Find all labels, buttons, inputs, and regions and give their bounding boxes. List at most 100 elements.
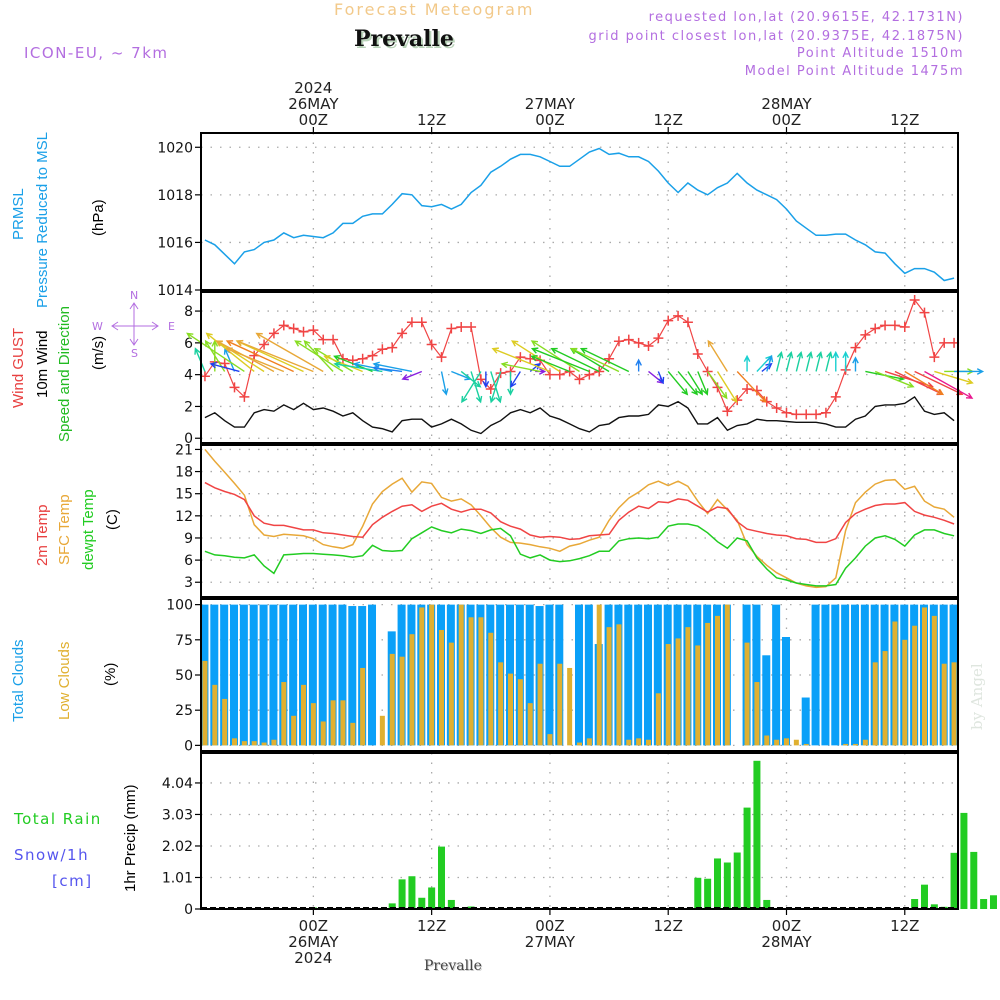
wind-vector	[461, 371, 482, 404]
y-tick-label: 1016	[157, 235, 193, 251]
total-cloud-bar	[259, 604, 268, 746]
y-tick-label: 6	[184, 336, 193, 352]
rain-bar	[418, 897, 426, 909]
time-label: 27MAY	[525, 95, 576, 113]
rain-bar	[989, 895, 997, 909]
total-cloud-bar	[368, 604, 377, 746]
rain-bar	[733, 852, 741, 909]
gust-marker	[515, 352, 526, 363]
wind-vector	[766, 354, 774, 372]
y-tick-label: 100	[166, 598, 193, 614]
low-cloud-bar	[517, 679, 523, 746]
rain-bar	[388, 903, 396, 909]
low-cloud-bar	[281, 682, 287, 746]
gridpoint-coords: grid point closest lon,lat (20.9375E, 42…	[588, 29, 964, 44]
low-cloud-bar	[705, 622, 711, 746]
total-cloud-bar	[624, 604, 633, 746]
low-cloud-bar	[310, 703, 316, 746]
gust-marker	[880, 320, 891, 331]
total-cloud-bar	[328, 604, 337, 746]
chart-title: Forecast Meteogram	[334, 0, 535, 19]
low-cloud-bar	[379, 715, 385, 746]
compass-s: S	[131, 347, 138, 360]
wind-vector	[491, 347, 551, 373]
gust-marker	[357, 353, 368, 364]
rain-bar	[694, 877, 702, 909]
gust-marker	[406, 317, 417, 328]
total-cloud-bar	[515, 604, 524, 746]
pressure-line	[204, 147, 955, 282]
wind-vector	[677, 371, 699, 396]
rain-label: Total Rain	[14, 810, 102, 828]
time-label: 12Z	[890, 111, 919, 129]
time-label: 27MAY	[525, 933, 576, 951]
rain-bar	[763, 899, 771, 909]
time-label: 12Z	[417, 111, 446, 129]
wind-vector	[530, 347, 590, 373]
low-cloud-bar	[567, 667, 573, 746]
footer-location: Prevalle	[424, 958, 482, 974]
low-cloud-bar	[685, 627, 691, 746]
wind-vector	[805, 350, 813, 372]
gust-marker	[485, 383, 496, 394]
gust-marker	[653, 333, 664, 344]
time-label: 2024	[294, 79, 332, 97]
gust-marker	[446, 323, 457, 334]
time-label: 26MAY	[288, 95, 339, 113]
gust-marker	[811, 409, 822, 420]
rain-bar	[911, 899, 919, 909]
low-cloud-bar	[803, 743, 809, 746]
gust-marker	[416, 317, 427, 328]
y-tick-label: 2	[184, 399, 193, 415]
gust-marker	[643, 341, 654, 352]
low-cloud-bar	[251, 741, 257, 746]
total-cloud-bar	[338, 604, 347, 746]
y-tick-label: 6	[184, 553, 193, 569]
y-tick-label: 2.02	[162, 839, 193, 855]
time-label: 12Z	[890, 917, 919, 935]
time-label: 28MAY	[761, 95, 812, 113]
total-cloud-bar	[860, 604, 869, 746]
time-label: 12Z	[654, 111, 683, 129]
low-cloud-bar	[409, 634, 415, 746]
wind-vector	[470, 371, 483, 404]
total-cloud-bar	[831, 604, 840, 746]
y-tick-label: 1014	[157, 283, 193, 299]
wind-vector	[852, 356, 859, 372]
low-cloud-bar	[360, 667, 366, 746]
y-tick-label: 18	[175, 465, 193, 481]
low-cloud-bar	[606, 627, 612, 746]
rain-bar	[428, 887, 436, 909]
wind-vector	[707, 371, 728, 400]
total-cloud-bar	[781, 637, 790, 746]
low-cloud-bar	[557, 663, 563, 746]
wind-vector	[570, 347, 620, 373]
gust-marker	[919, 307, 930, 318]
total-cloud-bar	[249, 604, 258, 746]
low-cloud-bar	[931, 615, 937, 746]
rain-bar	[980, 899, 988, 909]
total-cloud-bar	[210, 604, 219, 746]
wind-vector	[775, 350, 784, 372]
total-cloud-bar	[299, 604, 308, 746]
wind-vector	[761, 362, 773, 373]
snow-label: Snow/1h	[14, 846, 90, 864]
wind-vector	[401, 370, 423, 381]
low-cloud-bar	[882, 651, 888, 746]
total-cloud-bar	[269, 604, 278, 746]
compass-n: N	[130, 289, 138, 302]
y-tick-label: 4.04	[162, 776, 193, 792]
gust-marker	[387, 342, 398, 353]
wind-vector	[451, 370, 472, 381]
low-cloud-bar	[941, 663, 947, 746]
wind-vector	[579, 347, 630, 373]
low-cloud-bar	[488, 632, 494, 746]
rain-bar	[920, 884, 928, 909]
y-tick-label: 9	[184, 531, 193, 547]
low-cloud-bar	[389, 653, 395, 746]
total-cloud-bar	[841, 604, 850, 746]
wind-vector	[510, 371, 521, 388]
rain-bar	[950, 852, 958, 909]
low-cloud-bar	[301, 684, 307, 746]
total-cloud-bar	[318, 604, 327, 746]
